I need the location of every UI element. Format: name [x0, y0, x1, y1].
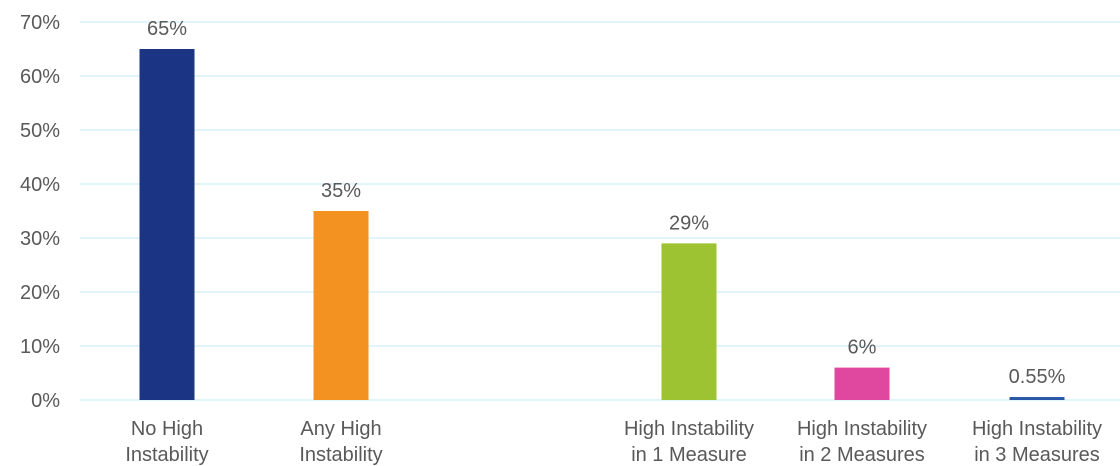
x-category-label: Instability: [299, 444, 382, 466]
data-label: 0.55%: [1009, 366, 1066, 388]
x-category-label: in 2 Measures: [799, 444, 925, 466]
bar: [1009, 397, 1065, 400]
data-labels: 65% 35% 29% 6% 0.55%: [147, 18, 1066, 388]
x-category-label: High Instability: [797, 418, 927, 440]
x-category-label: in 1 Measure: [631, 444, 747, 466]
y-tick-label: 50%: [20, 120, 60, 142]
bar: [661, 243, 717, 400]
bar: [834, 367, 890, 400]
x-category-label: Instability: [125, 444, 208, 466]
x-axis: No High Instability Any High Instability Hig…: [125, 418, 1102, 466]
x-category-label: High Instability: [972, 418, 1102, 440]
data-label: 6%: [848, 337, 877, 359]
y-tick-label: 60%: [20, 66, 60, 88]
x-category-label: Any High: [300, 418, 381, 440]
x-category-label: in 3 Measures: [974, 444, 1100, 466]
x-category-label: High Instability: [624, 418, 754, 440]
bar: [313, 211, 369, 400]
y-tick-label: 40%: [20, 174, 60, 196]
y-axis: 0% 10% 20% 30% 40% 50% 60% 70%: [20, 12, 60, 412]
data-label: 65%: [147, 18, 187, 40]
data-label: 29%: [669, 212, 709, 234]
y-tick-label: 20%: [20, 282, 60, 304]
gridlines: [80, 21, 1120, 401]
y-tick-label: 10%: [20, 336, 60, 358]
data-label: 35%: [321, 180, 361, 202]
x-category-label: No High: [131, 418, 203, 440]
y-tick-label: 0%: [31, 390, 60, 412]
bars: [139, 49, 1065, 400]
y-tick-label: 30%: [20, 228, 60, 250]
y-tick-label: 70%: [20, 12, 60, 34]
bar: [139, 49, 195, 400]
